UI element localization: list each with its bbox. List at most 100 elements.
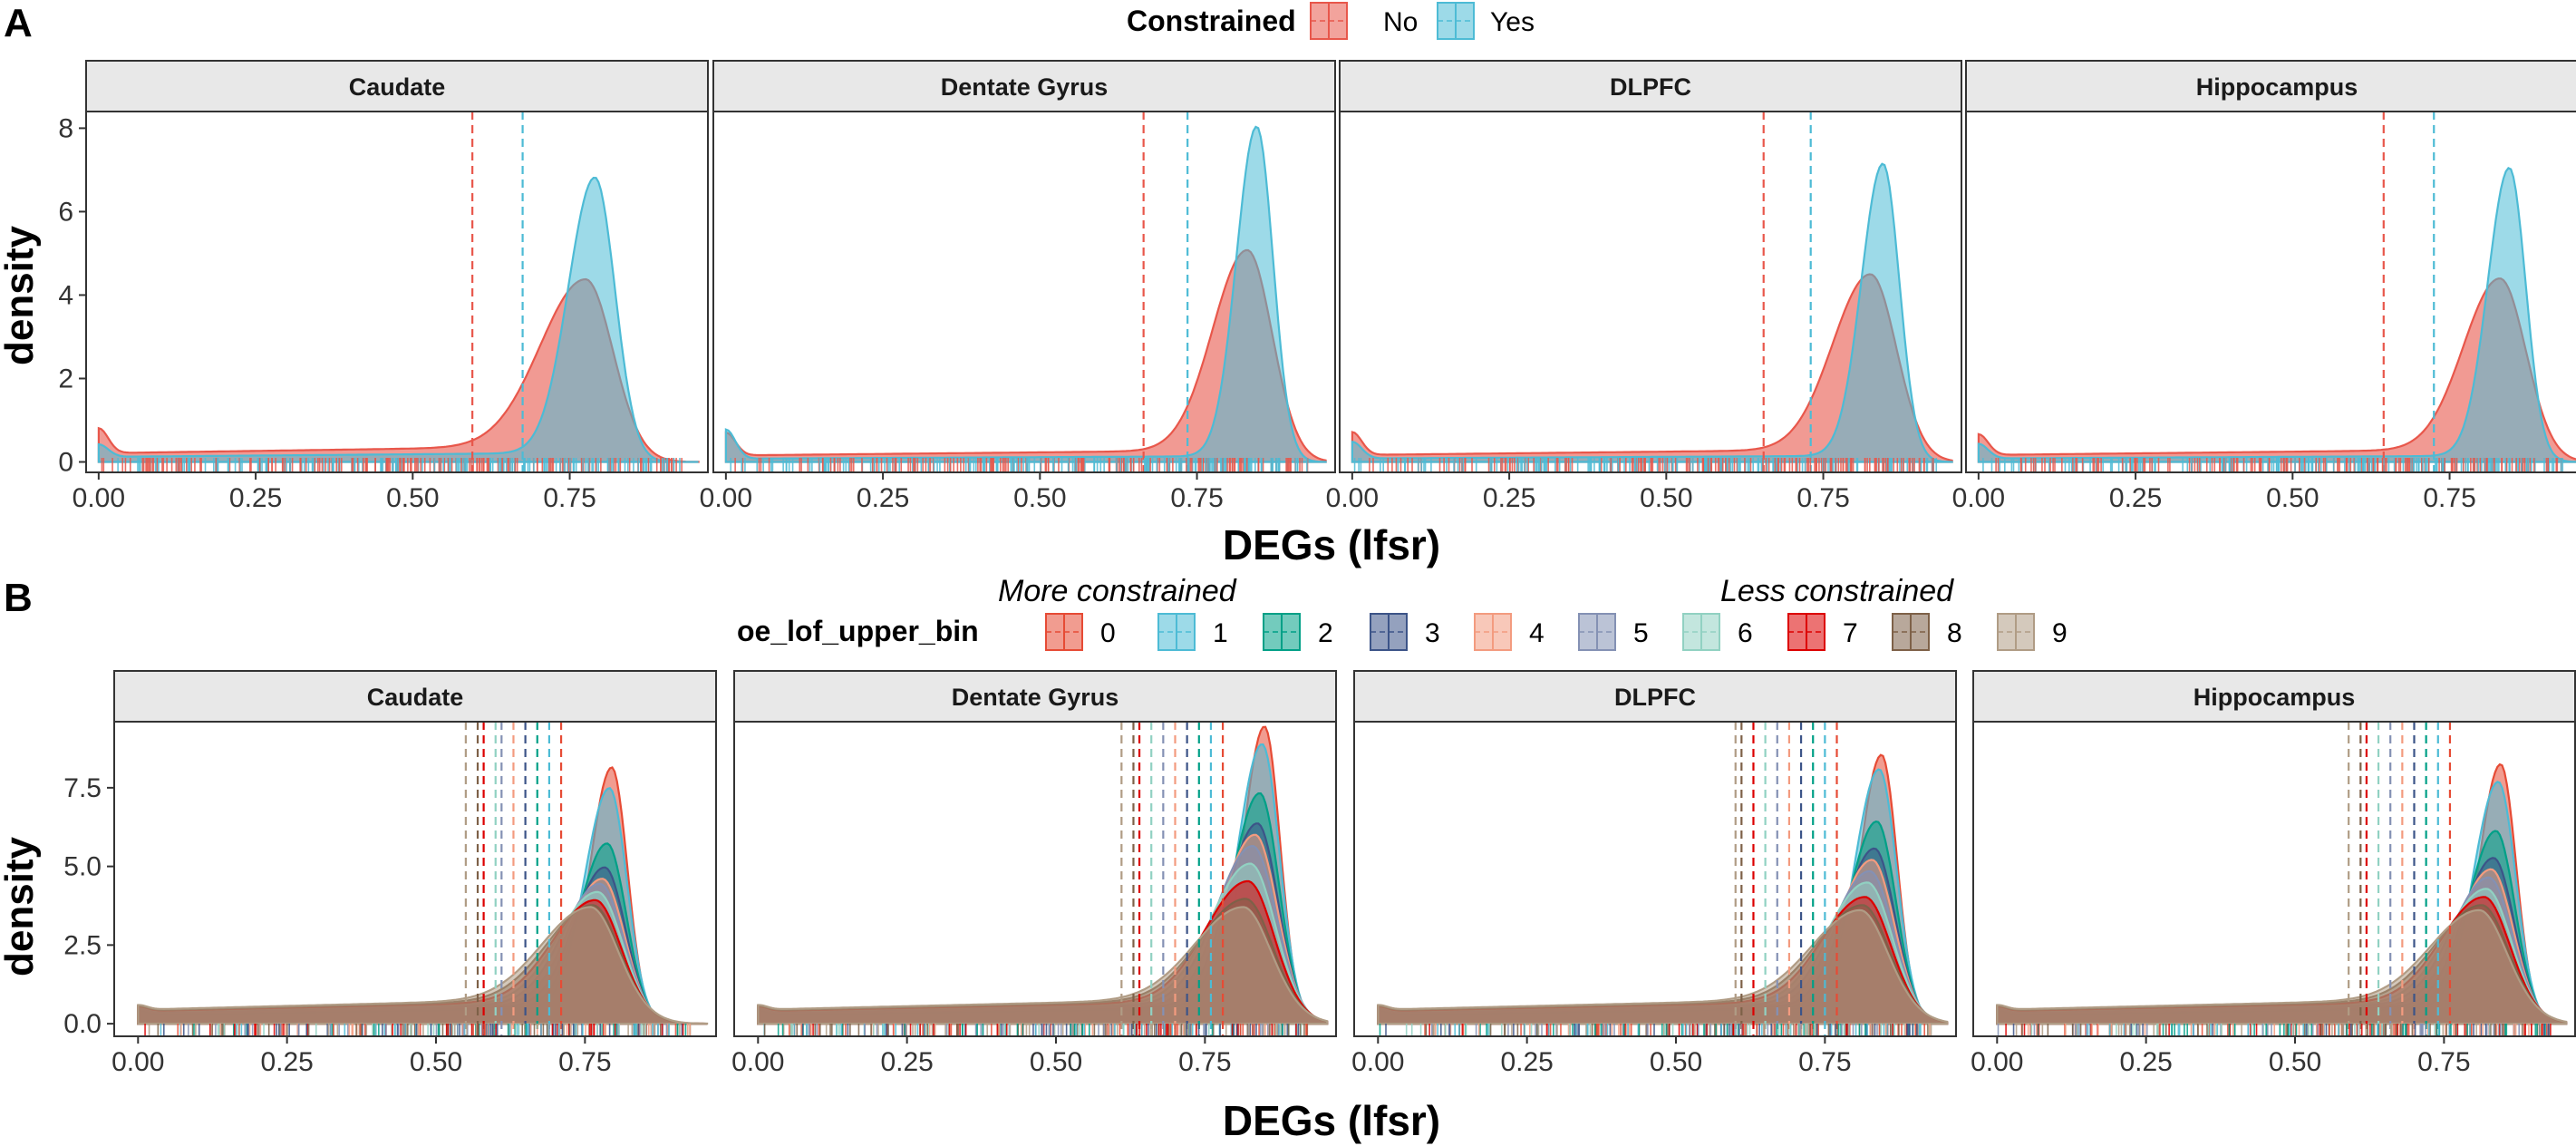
panel-border-a-caudate (85, 111, 709, 473)
x-tick-label-b-hippocampus: 0.50 (2269, 1047, 2321, 1077)
strip-label-b-caudate: Caudate (367, 684, 464, 711)
x-tick-label-a-hippocampus: 0.50 (2266, 483, 2319, 513)
x-tick-label-b-dlpfc: 0.75 (1798, 1047, 1851, 1077)
y-tick-label-b: 0.0 (63, 1009, 102, 1039)
facet-b-dlpfc: DLPFC 0.00 0.25 0.50 0.75 (1351, 670, 1957, 1077)
density-a-caudate-yes (97, 176, 699, 463)
x-tick-label-a-dentate-gyrus: 0.75 (1170, 483, 1223, 513)
legend-b-key-6: 6 (1682, 613, 1753, 651)
x-tick-label-a-caudate: 0.75 (543, 483, 596, 513)
x-tick-label-b-caudate: 0.25 (260, 1047, 313, 1077)
strip-label-a-dlpfc: DLPFC (1610, 73, 1691, 101)
x-tick-label-b-dentate-gyrus: 0.75 (1178, 1047, 1231, 1077)
density-a-dlpfc-yes (1351, 162, 1953, 463)
x-tick-label-b-dentate-gyrus: 0.00 (731, 1047, 784, 1077)
panel-border-b-hippocampus (1972, 721, 2576, 1037)
x-tick-label-b-hippocampus: 0.25 (2119, 1047, 2172, 1077)
legend-b-key-5: 5 (1578, 613, 1649, 651)
density-b-dentate-gyrus-bin-9 (757, 906, 1329, 1025)
facet-b-dentate-gyrus: Dentate Gyrus 0.00 0.25 0.50 0.75 (731, 670, 1337, 1077)
y-tick-label-a: 2 (58, 364, 73, 393)
x-tick-label-a-dentate-gyrus: 0.25 (857, 483, 909, 513)
legend-b-title: oe_lof_upper_bin (737, 615, 979, 647)
x-tick-label-b-caudate: 0.00 (111, 1047, 164, 1077)
legend-a-key-no: No (1310, 2, 1418, 40)
legend-b-label-9: 9 (2052, 618, 2068, 648)
facet-a-dentate-gyrus: Dentate Gyrus 0.00 0.25 0.50 0.75 (700, 60, 1336, 513)
x-tick-label-b-hippocampus: 0.00 (1971, 1047, 2023, 1077)
x-tick-label-b-dentate-gyrus: 0.25 (880, 1047, 933, 1077)
legend-b-label-4: 4 (1529, 618, 1545, 648)
facet-a-caudate: Caudate 0.00 0.25 0.50 0.75 0 2 4 6 8 (58, 60, 709, 513)
rug-b-dentate-gyrus (763, 1024, 1309, 1035)
legend-b-key-9: 9 (1997, 613, 2068, 651)
panel-a-xlabel: DEGs (lfsr) (1223, 521, 1440, 568)
rug-a-dentate-gyrus (730, 458, 1309, 471)
legend-a-title: Constrained (1127, 5, 1296, 37)
x-tick-label-b-dlpfc: 0.00 (1351, 1047, 1404, 1077)
x-tick-label-a-dlpfc: 0.25 (1483, 483, 1535, 513)
panel-a: Caudate 0.00 0.25 0.50 0.75 0 2 4 6 8 Dentate Gyru… (58, 60, 2576, 513)
legend-b-label-1: 1 (1213, 618, 1228, 648)
legend-b-label-5: 5 (1633, 618, 1649, 648)
y-tick-label-b: 7.5 (63, 773, 102, 803)
strip-a-caudate (85, 60, 709, 112)
panel-b-ylabel: density (0, 836, 42, 976)
panel-b: Caudate 0.00 0.25 0.50 0.75 0.0 2.5 5.0 7.5 Denta… (63, 670, 2576, 1077)
x-tick-label-b-dlpfc: 0.50 (1650, 1047, 1702, 1077)
x-tick-label-a-dlpfc: 0.00 (1326, 483, 1379, 513)
panel-border-a-dentate-gyrus (712, 111, 1336, 473)
density-b-dlpfc-bin-9 (1377, 908, 1949, 1025)
legend-b-label-6: 6 (1738, 618, 1753, 648)
x-tick-label-a-caudate: 0.00 (73, 483, 125, 513)
x-tick-label-a-hippocampus: 0.00 (1952, 483, 2005, 513)
legend-b-label-3: 3 (1425, 618, 1440, 648)
legend-b-key-4: 4 (1474, 613, 1545, 651)
legend-a-label-yes: Yes (1490, 7, 1535, 37)
strip-b-dlpfc (1353, 670, 1957, 723)
x-tick-label-a-caudate: 0.25 (229, 483, 282, 513)
x-tick-label-a-dentate-gyrus: 0.00 (700, 483, 752, 513)
rug-a-caudate (101, 458, 683, 471)
legend-a: Constrained No Yes (1127, 2, 1535, 40)
x-tick-label-a-hippocampus: 0.75 (2423, 483, 2475, 513)
density-b-caudate-bin-9 (137, 906, 709, 1025)
legend-a-label-no: No (1383, 7, 1418, 37)
panel-border-a-hippocampus (1965, 111, 2576, 473)
legend-b-key-3: 3 (1370, 613, 1440, 651)
legend-b-key-1: 1 (1157, 613, 1228, 651)
panel-a-letter: A (4, 1, 33, 45)
strip-label-b-dlpfc: DLPFC (1614, 684, 1696, 711)
strip-label-a-caudate: Caudate (349, 73, 446, 101)
facet-a-dlpfc: DLPFC 0.00 0.25 0.50 0.75 (1326, 60, 1962, 513)
legend-b-label-8: 8 (1947, 618, 1962, 648)
facet-a-hippocampus: Hippocampus 0.00 0.25 0.50 0.75 (1952, 60, 2576, 513)
y-tick-label-a: 4 (58, 280, 73, 310)
panel-border-b-dlpfc (1353, 721, 1957, 1037)
panel-b-letter: B (4, 576, 33, 620)
legend-b-key-7: 7 (1787, 613, 1858, 651)
x-tick-label-a-dentate-gyrus: 0.50 (1013, 483, 1066, 513)
x-tick-label-b-dentate-gyrus: 0.50 (1030, 1047, 1082, 1077)
facet-b-hippocampus: Hippocampus 0.00 0.25 0.50 0.75 (1971, 670, 2576, 1077)
legend-b-key-8: 8 (1892, 613, 1962, 651)
y-tick-label-a: 0 (58, 447, 73, 477)
panel-a-ylabel: density (0, 225, 42, 365)
x-tick-label-b-caudate: 0.75 (558, 1047, 611, 1077)
panel-border-b-dentate-gyrus (733, 721, 1337, 1037)
rug-b-dlpfc (1379, 1024, 1932, 1035)
x-tick-label-a-caudate: 0.50 (386, 483, 439, 513)
rug-a-dlpfc (1353, 458, 1938, 471)
strip-a-dlpfc (1339, 60, 1962, 112)
legend-b: More constrained Less constrained oe_lof… (737, 574, 2068, 651)
legend-b-key-2: 2 (1263, 613, 1333, 651)
rug-b-caudate (144, 1024, 692, 1035)
x-tick-label-b-dlpfc: 0.25 (1500, 1047, 1553, 1077)
strip-label-b-dentate-gyrus: Dentate Gyrus (952, 684, 1119, 711)
legend-b-subtitle-left: More constrained (998, 574, 1237, 608)
legend-b-label-2: 2 (1318, 618, 1333, 648)
x-tick-label-b-hippocampus: 0.75 (2417, 1047, 2470, 1077)
strip-label-a-dentate-gyrus: Dentate Gyrus (941, 73, 1109, 101)
x-tick-label-a-dlpfc: 0.75 (1796, 483, 1849, 513)
